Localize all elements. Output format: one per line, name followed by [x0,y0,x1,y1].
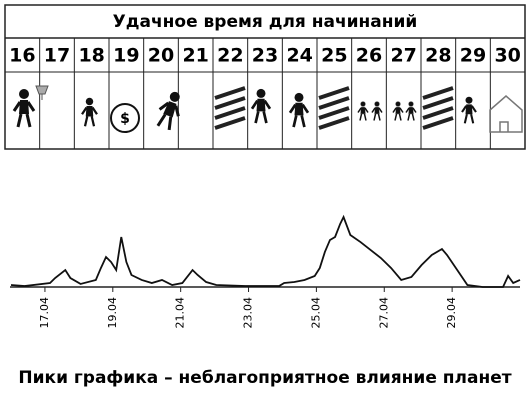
day-number: 17 [44,45,70,67]
day-number: 18 [78,45,104,67]
icons: $ [12,85,523,133]
x-tick-label: 21.04 [174,297,187,329]
day-number: 23 [252,45,278,67]
svg-text:$: $ [120,111,130,127]
x-tick-label: 17.04 [38,297,51,329]
x-tick-label: 29.04 [445,297,458,329]
table: Удачное время для начинаний 16 17 18 19 20 21… [4,4,526,150]
day-number: 29 [460,45,486,67]
day-number: 27 [390,45,416,67]
day-number: 24 [286,45,312,67]
day-number: 26 [356,45,382,67]
day-number: 22 [217,45,243,67]
day-number: 28 [425,45,451,67]
series-line [10,214,521,288]
day-number: 25 [321,45,347,67]
caption: Пики графика – неблагоприятное влияние п… [18,368,511,388]
day-number: 21 [182,45,208,67]
day-number: 20 [148,45,174,67]
day-number: 16 [9,45,35,67]
table-title: Удачное время для начинаний [113,12,418,32]
day-number: 30 [494,45,520,67]
chart: 17.04 19.04 21.04 23.04 25.04 27.04 29.04 [10,214,521,329]
table-border [4,4,526,150]
day-number: 19 [113,45,139,67]
x-tick-label: 23.04 [242,297,255,329]
x-tick-label: 25.04 [309,297,322,329]
x-tick-label: 19.04 [106,297,119,329]
x-tick-label: 27.04 [377,297,390,329]
